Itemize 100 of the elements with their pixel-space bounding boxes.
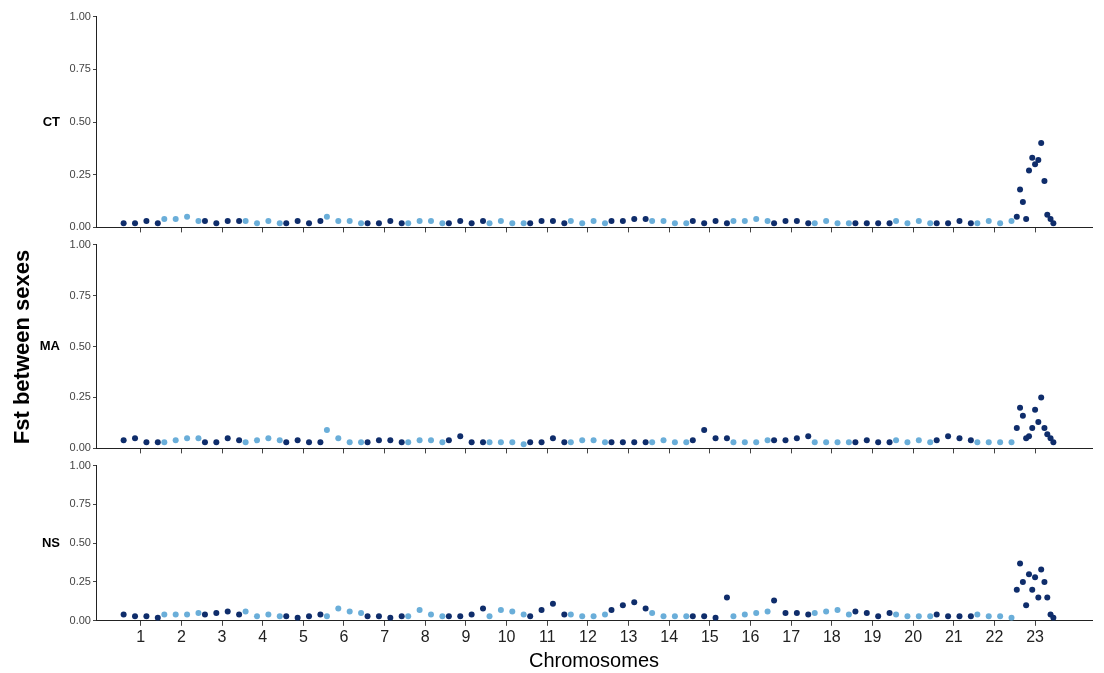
- x-tick-label: 3: [217, 627, 227, 645]
- point: [509, 439, 516, 446]
- point: [346, 218, 353, 225]
- point: [956, 435, 963, 442]
- point: [253, 613, 260, 620]
- point: [1038, 566, 1045, 573]
- point: [1032, 406, 1039, 413]
- point: [358, 220, 365, 227]
- point: [306, 613, 313, 620]
- point: [956, 613, 963, 620]
- point: [834, 606, 841, 613]
- point: [1035, 156, 1042, 163]
- point: [276, 437, 283, 444]
- point: [782, 218, 789, 225]
- point: [184, 611, 191, 618]
- point: [904, 613, 911, 620]
- point: [723, 435, 730, 442]
- point: [782, 437, 789, 444]
- point: [741, 439, 748, 446]
- point: [933, 220, 940, 227]
- x-tick-label: 2: [176, 627, 186, 645]
- point: [730, 218, 737, 225]
- x-tick-label: 19: [863, 627, 882, 645]
- point: [886, 610, 893, 617]
- point: [1017, 560, 1024, 567]
- point: [805, 433, 812, 440]
- point: [793, 610, 800, 617]
- point: [527, 220, 534, 227]
- point: [317, 439, 324, 446]
- x-tick-label: 9: [461, 627, 471, 645]
- point: [1044, 594, 1051, 601]
- point: [649, 218, 656, 225]
- point: [967, 613, 974, 620]
- point: [520, 220, 527, 227]
- x-tick-label: 7: [380, 627, 390, 645]
- point: [253, 437, 260, 444]
- point: [416, 437, 423, 444]
- point: [671, 439, 678, 446]
- point: [649, 610, 656, 617]
- point: [904, 439, 911, 446]
- point: [1038, 140, 1045, 147]
- point: [863, 610, 870, 617]
- y-tick-label: 0.75: [69, 497, 91, 510]
- point: [445, 437, 452, 444]
- point: [195, 435, 202, 442]
- point: [161, 611, 168, 618]
- point: [154, 614, 161, 621]
- point: [416, 606, 423, 613]
- point: [1023, 602, 1030, 609]
- y-tick-label: 0.25: [69, 390, 91, 403]
- point: [538, 606, 545, 613]
- point: [915, 613, 922, 620]
- x-tick-label: 4: [258, 627, 268, 645]
- y-tick-label: 0.00: [69, 220, 91, 233]
- point: [445, 220, 452, 227]
- point: [886, 220, 893, 227]
- point: [1044, 211, 1051, 218]
- point: [974, 611, 981, 618]
- point: [265, 218, 272, 225]
- point: [893, 437, 900, 444]
- x-tick-label: 18: [822, 627, 841, 645]
- point: [236, 218, 243, 225]
- point: [439, 220, 446, 227]
- point: [712, 218, 719, 225]
- point: [1019, 412, 1026, 419]
- point: [457, 218, 464, 225]
- point: [335, 435, 342, 442]
- point: [811, 439, 818, 446]
- point: [805, 220, 812, 227]
- point: [834, 220, 841, 227]
- point: [538, 218, 545, 225]
- point: [224, 218, 231, 225]
- point: [608, 218, 615, 225]
- point: [771, 597, 778, 604]
- point: [764, 437, 771, 444]
- point: [224, 435, 231, 442]
- point: [852, 608, 859, 615]
- point: [172, 437, 179, 444]
- x-tick-label: 16: [741, 627, 760, 645]
- point: [427, 611, 434, 618]
- point: [945, 433, 952, 440]
- point: [201, 611, 208, 618]
- point: [671, 613, 678, 620]
- point: [956, 218, 963, 225]
- point: [1050, 439, 1057, 446]
- point: [723, 220, 730, 227]
- point: [811, 220, 818, 227]
- point: [398, 220, 405, 227]
- point: [579, 437, 586, 444]
- point: [387, 437, 394, 444]
- point: [1044, 431, 1051, 438]
- point: [1008, 218, 1015, 225]
- point: [608, 439, 615, 446]
- point: [974, 439, 981, 446]
- point: [549, 435, 556, 442]
- point: [364, 613, 371, 620]
- point: [283, 439, 290, 446]
- point: [1013, 586, 1020, 593]
- point: [213, 439, 220, 446]
- x-tick-label: 11: [538, 627, 556, 645]
